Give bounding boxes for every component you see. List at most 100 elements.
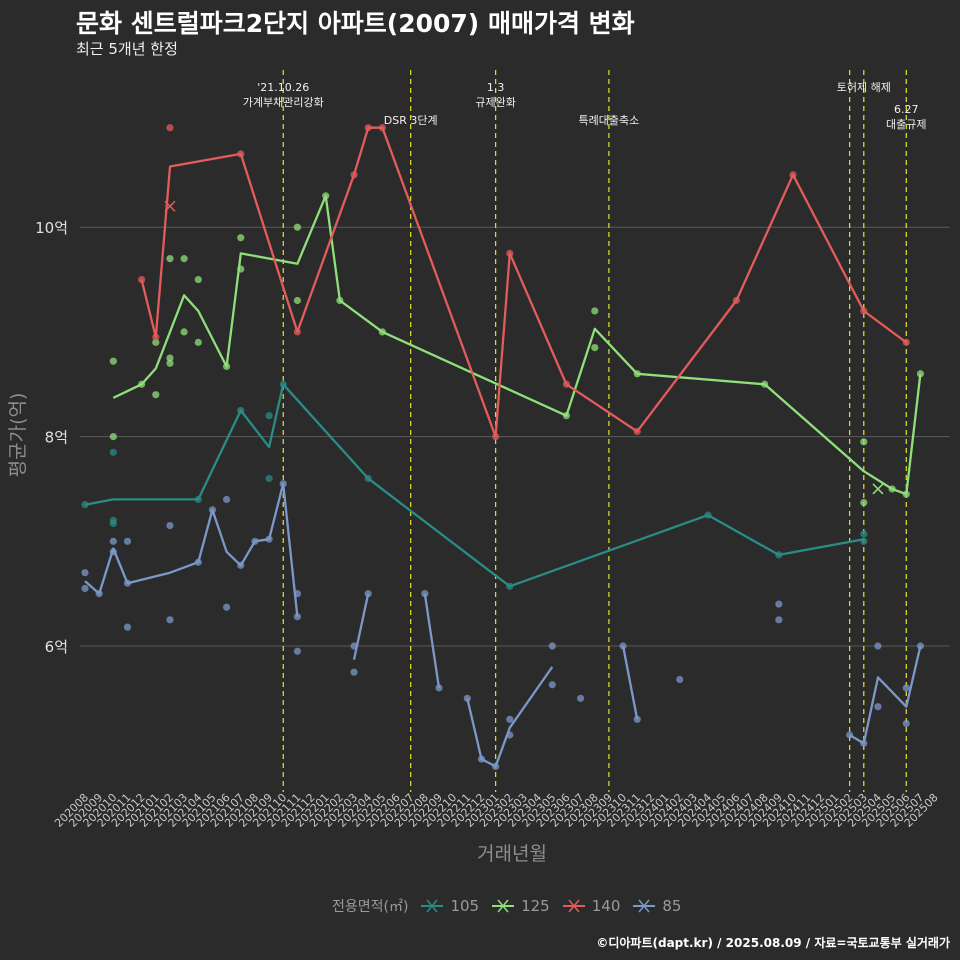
data-point-85: [775, 616, 783, 624]
event-label: '21.10.26 가계부채관리강화: [243, 81, 324, 109]
data-point-125: [591, 344, 599, 352]
data-point-140: [138, 275, 146, 284]
legend-title: 전용면적(㎡): [332, 899, 409, 915]
y-tick-label: 8억: [45, 429, 68, 447]
data-point-125: [916, 370, 925, 378]
series-line-85: [849, 645, 922, 745]
grid-lines: [80, 226, 950, 647]
data-point-105: [81, 501, 89, 509]
source-caption: ©디아파트(dapt.kr) / 2025.08.09 / 자료=국토교통부 실…: [596, 936, 950, 950]
series-line-125: [112, 194, 922, 496]
data-point-125: [860, 498, 868, 507]
data-point-105: [704, 511, 712, 519]
series-line-85: [84, 482, 299, 617]
legend-swatch: [633, 899, 656, 913]
data-point-125: [902, 490, 910, 498]
legend-key-85: 85: [632, 897, 681, 915]
data-point-125: [138, 380, 146, 388]
chart-title: 문화 센트럴파크2단지 아파트(2007) 매매가격 변화: [76, 9, 635, 38]
data-point-140: [633, 427, 641, 435]
data-point-85: [123, 623, 132, 631]
legend-label: 85: [662, 897, 682, 915]
data-point-125: [322, 192, 330, 200]
data-point-85: [548, 642, 556, 650]
data-point-85: [350, 668, 358, 676]
event-label-line: '21.10.26: [257, 81, 309, 94]
data-point-85: [619, 642, 627, 650]
legend-swatch: [492, 899, 515, 913]
data-point-105: [237, 406, 245, 415]
data-point-85: [421, 590, 429, 598]
legend-swatch: [562, 899, 585, 913]
data-point-125: [194, 275, 202, 284]
event-label-line: 특례대출축소: [579, 114, 640, 127]
series-line-140: [140, 126, 907, 438]
data-point-85: [166, 616, 174, 624]
data-point-85: [846, 731, 854, 739]
data-point-85: [251, 537, 259, 545]
data-point-85: [237, 561, 245, 569]
data-point-105: [775, 551, 783, 559]
data-point-125: [293, 223, 301, 231]
data-point-140: [364, 124, 372, 132]
data-point-140: [166, 124, 174, 132]
data-point-140: [789, 171, 797, 179]
data-point-85: [548, 681, 556, 689]
chart-subtitle: 최근 5개년 한정: [76, 40, 178, 58]
data-point-85: [902, 684, 910, 692]
data-point-85: [463, 694, 471, 702]
series-line-105: [84, 383, 865, 588]
series-lines: [84, 126, 922, 768]
event-label-line: 가계부채관리강화: [243, 96, 324, 109]
data-point-85: [81, 569, 89, 577]
data-point-105: [860, 530, 868, 538]
data-point-85: [874, 703, 882, 711]
y-tick-labels: 6억 8억 10억: [35, 219, 68, 656]
series-line-85: [621, 645, 639, 720]
data-point-140: [732, 296, 740, 305]
event-label-line: DSR 3단계: [384, 114, 438, 127]
data-point-125: [562, 412, 571, 420]
data-point-105: [109, 448, 117, 456]
data-point-125: [378, 328, 386, 336]
y-tick-label: 6억: [45, 638, 68, 656]
y-tick-label: 10억: [35, 219, 68, 237]
event-label: 6.27 대출규제: [886, 103, 926, 131]
data-point-125: [336, 296, 344, 305]
data-point-85: [208, 506, 217, 514]
data-point-85: [633, 715, 641, 723]
data-point-125: [166, 354, 174, 362]
event-label: 1.3 규제완화: [475, 81, 515, 109]
cross-marker-140: [164, 200, 176, 212]
data-point-85: [95, 590, 103, 598]
legend-key-125: 125: [491, 897, 550, 915]
data-point-125: [888, 485, 896, 493]
event-label: DSR 3단계: [384, 114, 438, 127]
data-point-85: [902, 719, 910, 728]
data-point-85: [364, 590, 372, 598]
data-point-125: [237, 265, 245, 273]
data-point-125: [237, 234, 245, 242]
data-point-125: [166, 359, 174, 367]
series-points: [81, 124, 925, 771]
data-point-140: [378, 124, 386, 132]
data-point-85: [123, 579, 132, 587]
event-label: 특례대출축소: [579, 114, 640, 127]
data-point-140: [293, 328, 301, 336]
data-point-140: [350, 171, 358, 179]
data-point-140: [562, 380, 571, 388]
data-point-140: [506, 249, 514, 257]
legend-key-105: 105: [420, 897, 479, 915]
data-point-125: [180, 328, 188, 336]
data-point-105: [265, 474, 273, 483]
data-point-105: [364, 474, 372, 483]
data-point-105: [860, 537, 868, 545]
data-point-105: [194, 495, 202, 504]
series-line-85: [423, 593, 441, 689]
data-point-85: [223, 495, 231, 504]
y-axis-label: 평균가(억): [7, 393, 29, 478]
cross-stroke: [164, 200, 176, 212]
data-point-105: [506, 582, 514, 590]
series-line-85: [352, 593, 370, 660]
